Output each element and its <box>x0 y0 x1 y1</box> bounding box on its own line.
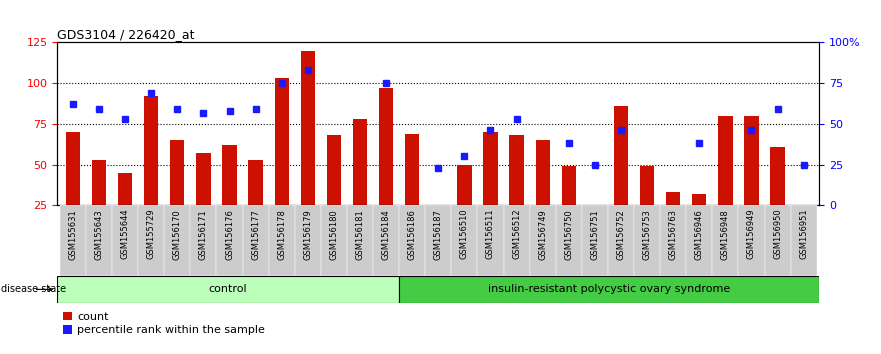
Bar <box>765 205 790 276</box>
Text: GSM156171: GSM156171 <box>199 209 208 259</box>
Bar <box>478 205 504 276</box>
Bar <box>327 135 341 205</box>
Bar <box>744 116 759 205</box>
Bar <box>379 88 393 205</box>
Text: GSM156751: GSM156751 <box>590 209 599 259</box>
Bar <box>484 132 498 205</box>
Text: GSM156951: GSM156951 <box>799 209 808 259</box>
Bar <box>144 96 159 205</box>
Bar <box>529 205 556 276</box>
Text: insulin-resistant polycystic ovary syndrome: insulin-resistant polycystic ovary syndr… <box>488 284 730 295</box>
Bar <box>738 205 765 276</box>
Bar <box>295 205 321 276</box>
Bar <box>347 205 373 276</box>
Bar <box>57 276 399 303</box>
Bar <box>170 140 184 205</box>
Text: GSM156177: GSM156177 <box>251 209 260 260</box>
Bar <box>718 116 733 205</box>
Text: GSM155643: GSM155643 <box>94 209 104 259</box>
Text: GSM156179: GSM156179 <box>303 209 312 259</box>
Bar <box>588 205 602 218</box>
Text: disease state: disease state <box>1 284 66 295</box>
Bar <box>713 205 738 276</box>
Bar <box>504 205 529 276</box>
Bar <box>66 132 80 205</box>
Text: GSM156180: GSM156180 <box>329 209 338 259</box>
Bar <box>399 205 426 276</box>
Bar <box>634 205 660 276</box>
Text: GSM155644: GSM155644 <box>121 209 130 259</box>
Bar <box>373 205 399 276</box>
Text: GSM156186: GSM156186 <box>408 209 417 260</box>
Bar <box>431 205 446 210</box>
Bar <box>196 153 211 205</box>
Text: GSM156181: GSM156181 <box>356 209 365 259</box>
Bar <box>556 205 581 276</box>
Text: GSM156178: GSM156178 <box>278 209 286 260</box>
Bar <box>770 147 785 205</box>
Bar <box>164 205 190 276</box>
Bar <box>536 140 550 205</box>
Bar <box>352 119 367 205</box>
Bar <box>112 205 138 276</box>
Text: GSM156187: GSM156187 <box>433 209 443 260</box>
Text: GSM156184: GSM156184 <box>381 209 390 259</box>
Bar <box>92 160 107 205</box>
Bar <box>405 134 419 205</box>
Bar <box>796 205 811 209</box>
Text: GSM156749: GSM156749 <box>538 209 547 259</box>
Text: GSM156950: GSM156950 <box>773 209 782 259</box>
Bar <box>451 205 478 276</box>
Bar <box>692 194 707 205</box>
Text: control: control <box>209 284 248 295</box>
Bar <box>426 205 451 276</box>
Text: GSM156512: GSM156512 <box>512 209 521 259</box>
Bar <box>666 192 680 205</box>
Bar <box>509 135 524 205</box>
Text: GSM155631: GSM155631 <box>69 209 78 259</box>
Bar <box>790 205 817 276</box>
Bar <box>248 160 263 205</box>
Bar <box>190 205 217 276</box>
Legend: count, percentile rank within the sample: count, percentile rank within the sample <box>63 312 265 335</box>
Bar <box>608 205 634 276</box>
Bar <box>300 51 315 205</box>
Text: GSM156511: GSM156511 <box>486 209 495 259</box>
Bar <box>561 166 576 205</box>
Bar <box>686 205 713 276</box>
Bar <box>222 145 237 205</box>
Text: GDS3104 / 226420_at: GDS3104 / 226420_at <box>57 28 195 41</box>
Bar <box>60 205 86 276</box>
Text: GSM156753: GSM156753 <box>642 209 652 260</box>
Bar <box>321 205 347 276</box>
Text: GSM156763: GSM156763 <box>669 209 677 260</box>
Bar <box>242 205 269 276</box>
Bar <box>86 205 112 276</box>
Bar <box>614 106 628 205</box>
Bar <box>457 165 471 205</box>
Text: GSM155729: GSM155729 <box>147 209 156 259</box>
Text: GSM156752: GSM156752 <box>617 209 626 259</box>
Text: GSM156750: GSM156750 <box>565 209 574 259</box>
Bar <box>138 205 164 276</box>
Bar <box>275 78 289 205</box>
Bar <box>269 205 295 276</box>
Text: GSM156510: GSM156510 <box>460 209 469 259</box>
Text: GSM156946: GSM156946 <box>695 209 704 259</box>
Text: GSM156949: GSM156949 <box>747 209 756 259</box>
Bar <box>660 205 686 276</box>
Bar <box>217 205 242 276</box>
Text: GSM156176: GSM156176 <box>225 209 234 260</box>
Bar <box>118 173 132 205</box>
Bar <box>399 276 819 303</box>
Text: GSM156948: GSM156948 <box>721 209 729 259</box>
Text: GSM156170: GSM156170 <box>173 209 181 259</box>
Bar <box>640 166 655 205</box>
Bar <box>581 205 608 276</box>
